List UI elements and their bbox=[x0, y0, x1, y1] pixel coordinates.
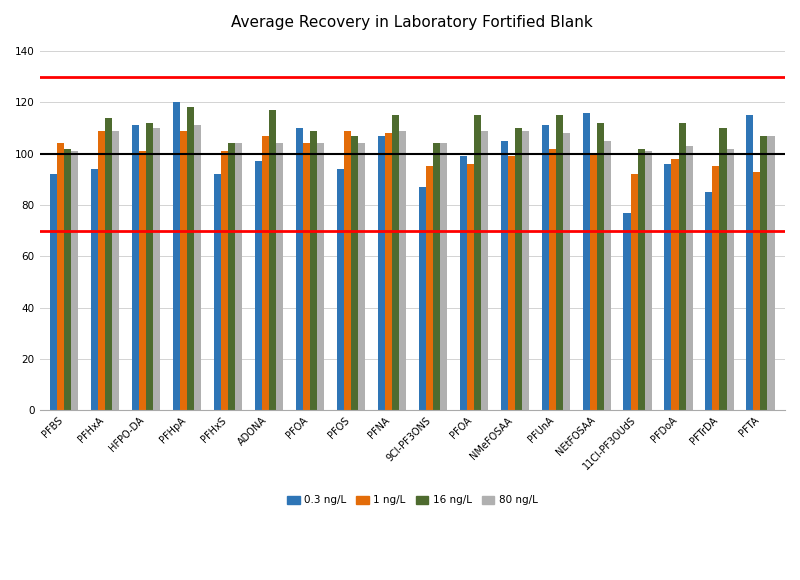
Bar bbox=[399, 130, 406, 411]
Bar bbox=[623, 213, 630, 411]
Bar bbox=[645, 151, 652, 411]
Bar bbox=[71, 151, 78, 411]
Bar bbox=[132, 125, 139, 411]
Bar bbox=[754, 172, 761, 411]
Bar bbox=[187, 107, 194, 411]
Bar bbox=[235, 143, 242, 411]
Bar bbox=[460, 156, 466, 411]
Bar bbox=[746, 115, 754, 411]
Bar bbox=[221, 151, 228, 411]
Bar bbox=[310, 130, 317, 411]
Bar bbox=[508, 156, 514, 411]
Bar bbox=[665, 164, 671, 411]
Bar bbox=[50, 174, 57, 411]
Bar bbox=[767, 136, 774, 411]
Bar bbox=[522, 130, 529, 411]
Bar bbox=[269, 110, 276, 411]
Bar bbox=[139, 151, 146, 411]
Bar bbox=[556, 115, 562, 411]
Bar bbox=[719, 128, 726, 411]
Bar bbox=[358, 143, 365, 411]
Bar bbox=[671, 159, 678, 411]
Bar bbox=[173, 102, 180, 411]
Bar bbox=[440, 143, 447, 411]
Bar bbox=[562, 133, 570, 411]
Bar bbox=[549, 148, 556, 411]
Bar bbox=[638, 148, 645, 411]
Bar bbox=[91, 169, 98, 411]
Bar bbox=[706, 192, 713, 411]
Bar bbox=[57, 143, 64, 411]
Bar bbox=[630, 174, 638, 411]
Bar bbox=[542, 125, 549, 411]
Bar bbox=[378, 136, 385, 411]
Bar bbox=[761, 136, 767, 411]
Bar bbox=[392, 115, 399, 411]
Bar bbox=[713, 166, 719, 411]
Bar bbox=[678, 123, 686, 411]
Bar bbox=[303, 143, 310, 411]
Bar bbox=[262, 136, 269, 411]
Bar bbox=[317, 143, 324, 411]
Bar bbox=[255, 161, 262, 411]
Bar bbox=[228, 143, 235, 411]
Bar bbox=[514, 128, 522, 411]
Bar bbox=[590, 154, 597, 411]
Bar bbox=[474, 115, 481, 411]
Bar bbox=[501, 141, 508, 411]
Bar bbox=[582, 113, 590, 411]
Bar bbox=[426, 166, 433, 411]
Bar bbox=[686, 146, 693, 411]
Bar bbox=[214, 174, 221, 411]
Bar bbox=[296, 128, 303, 411]
Bar bbox=[105, 118, 112, 411]
Bar bbox=[466, 164, 474, 411]
Bar bbox=[153, 128, 160, 411]
Bar bbox=[418, 187, 426, 411]
Legend: 0.3 ng/L, 1 ng/L, 16 ng/L, 80 ng/L: 0.3 ng/L, 1 ng/L, 16 ng/L, 80 ng/L bbox=[283, 491, 542, 509]
Bar bbox=[146, 123, 153, 411]
Bar bbox=[433, 143, 440, 411]
Bar bbox=[604, 141, 610, 411]
Bar bbox=[344, 130, 351, 411]
Bar bbox=[180, 130, 187, 411]
Bar bbox=[351, 136, 358, 411]
Title: Average Recovery in Laboratory Fortified Blank: Average Recovery in Laboratory Fortified… bbox=[231, 15, 593, 30]
Bar bbox=[385, 133, 392, 411]
Bar bbox=[98, 130, 105, 411]
Bar bbox=[112, 130, 119, 411]
Bar bbox=[726, 148, 734, 411]
Bar bbox=[597, 123, 604, 411]
Bar bbox=[64, 148, 71, 411]
Bar bbox=[337, 169, 344, 411]
Bar bbox=[276, 143, 283, 411]
Bar bbox=[194, 125, 201, 411]
Bar bbox=[481, 130, 488, 411]
